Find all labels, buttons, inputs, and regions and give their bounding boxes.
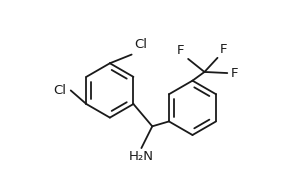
Text: F: F	[231, 67, 238, 79]
Text: F: F	[176, 44, 184, 57]
Text: Cl: Cl	[134, 38, 147, 51]
Text: F: F	[220, 43, 227, 56]
Text: H₂N: H₂N	[129, 150, 154, 163]
Text: Cl: Cl	[53, 84, 66, 97]
